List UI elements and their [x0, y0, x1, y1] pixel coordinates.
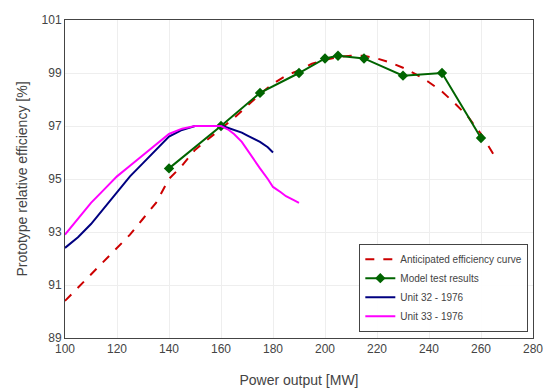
svg-text:Unit 32 - 1976: Unit 32 - 1976	[400, 292, 463, 303]
svg-text:95: 95	[48, 172, 62, 186]
svg-text:Unit 33 - 1976: Unit 33 - 1976	[400, 311, 463, 322]
svg-text:260: 260	[471, 342, 491, 356]
svg-text:100: 100	[55, 342, 75, 356]
svg-text:140: 140	[159, 342, 179, 356]
svg-text:93: 93	[48, 225, 62, 239]
svg-text:120: 120	[107, 342, 127, 356]
svg-text:200: 200	[315, 342, 335, 356]
svg-text:101: 101	[42, 13, 62, 27]
svg-text:280: 280	[523, 342, 543, 356]
svg-text:Prototype relative efficiency: Prototype relative efficiency [%]	[14, 81, 30, 276]
svg-text:Anticipated efficiency curve: Anticipated efficiency curve	[400, 254, 521, 265]
svg-text:220: 220	[367, 342, 387, 356]
svg-text:99: 99	[48, 66, 62, 80]
svg-text:Power output [MW]: Power output [MW]	[239, 372, 358, 388]
svg-text:89: 89	[48, 331, 62, 345]
svg-text:180: 180	[263, 342, 283, 356]
svg-text:97: 97	[48, 119, 62, 133]
svg-text:Model test results: Model test results	[400, 273, 478, 284]
svg-text:240: 240	[419, 342, 439, 356]
svg-text:91: 91	[48, 278, 62, 292]
svg-text:160: 160	[211, 342, 231, 356]
